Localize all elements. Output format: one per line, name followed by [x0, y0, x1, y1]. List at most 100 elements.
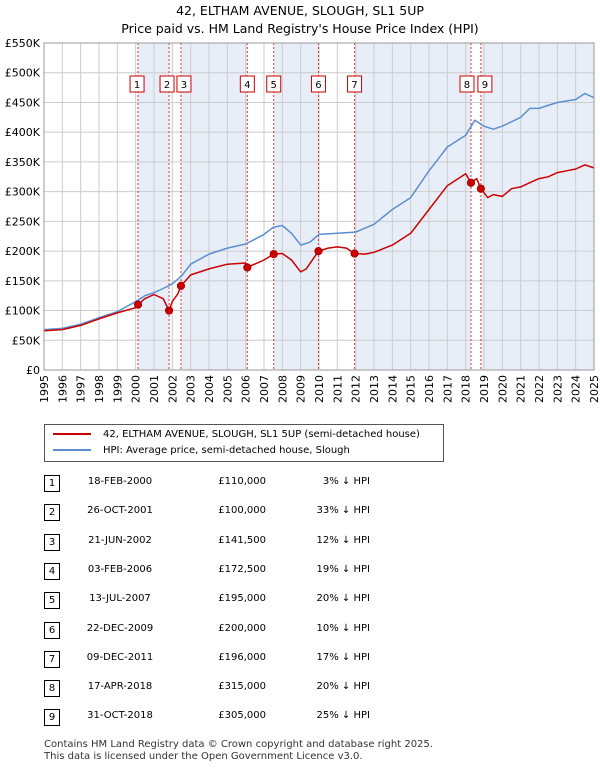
- sale-point: [133, 300, 143, 309]
- legend-item-property: 42, ELTHAM AVENUE, SLOUGH, SL1 5UP (semi…: [53, 428, 420, 442]
- sale-point: [269, 249, 278, 259]
- sale-hpi-diff: 33% ↓ HPI: [316, 505, 370, 517]
- sale-label: 8: [464, 80, 470, 91]
- x-tick-label: 1998: [93, 375, 106, 403]
- sale-date: 13-JUL-2007: [89, 593, 151, 605]
- y-tick-label: £100K: [5, 305, 41, 318]
- legend-label-property: 42, ELTHAM AVENUE, SLOUGH, SL1 5UP (semi…: [103, 429, 420, 440]
- shaded-period: [273, 43, 319, 370]
- sale-label: 6: [315, 80, 321, 91]
- sale-hpi-diff: 20% ↓ HPI: [316, 681, 370, 693]
- chart-subtitle: Price paid vs. HM Land Registry's House …: [121, 21, 479, 36]
- table-row: 3 21-JUN-2002 £141,500 12% ↓ HPI: [0, 529, 600, 558]
- sale-point: [466, 178, 476, 187]
- sale-date: 17-APR-2018: [87, 681, 153, 693]
- sale-number-badge: 6: [44, 621, 60, 639]
- sale-point: [164, 306, 174, 315]
- sale-hpi-diff: 19% ↓ HPI: [316, 563, 370, 575]
- sale-hpi-diff: 20% ↓ HPI: [316, 593, 370, 605]
- x-tick-label: 2019: [478, 375, 491, 403]
- x-tick-label: 2002: [166, 375, 179, 403]
- sale-number-badge: 8: [44, 680, 60, 698]
- y-tick-label: £500K: [5, 67, 41, 80]
- x-tick-label: 2025: [588, 375, 600, 403]
- footer-licence: This data is licensed under the Open Gov…: [44, 751, 363, 762]
- table-row: 5 13-JUL-2007 £195,000 20% ↓ HPI: [0, 587, 600, 616]
- sale-label: 5: [271, 80, 277, 91]
- sale-number-badge: 1: [44, 475, 60, 492]
- x-tick-label: 2006: [240, 375, 253, 403]
- x-tick-label: 2020: [496, 375, 509, 403]
- chart-title: 42, ELTHAM AVENUE, SLOUGH, SL1 5UP: [176, 3, 424, 18]
- x-tick-label: 2007: [258, 375, 271, 403]
- x-tick-label: 1995: [38, 375, 51, 403]
- shaded-period: [180, 43, 248, 370]
- sale-number-badge: 5: [44, 592, 60, 610]
- sale-label: 9: [482, 80, 488, 91]
- x-tick-label: 2015: [405, 375, 418, 403]
- table-row: 9 31-OCT-2018 £305,000 25% ↓ HPI: [0, 704, 600, 733]
- table-row: 7 09-DEC-2011 £196,000 17% ↓ HPI: [0, 646, 600, 675]
- y-tick-label: £200K: [5, 245, 41, 258]
- x-tick-label: 2021: [515, 375, 528, 403]
- x-tick-label: 2008: [276, 375, 289, 403]
- legend-swatch-property: [53, 433, 91, 435]
- y-tick-label: £300K: [5, 186, 41, 199]
- sale-price: £315,000: [218, 681, 266, 693]
- y-tick-label: £350K: [5, 156, 41, 169]
- legend-item-hpi: HPI: Average price, semi-detached house,…: [53, 444, 350, 458]
- shaded-period: [480, 43, 594, 370]
- sale-label-box: [129, 75, 145, 93]
- sale-label-box: [347, 75, 363, 93]
- sale-date: 03-FEB-2006: [87, 563, 153, 575]
- sale-number-badge: 4: [44, 562, 60, 580]
- sale-point: [176, 281, 186, 290]
- x-tick-label: 1996: [56, 375, 69, 403]
- x-tick-label: 2003: [185, 375, 198, 403]
- sale-point: [243, 263, 252, 272]
- sale-price: £100,000: [218, 505, 266, 517]
- sale-date: 26-OCT-2001: [87, 505, 153, 517]
- sale-number-badge: 3: [44, 533, 60, 551]
- sale-label-box: [459, 75, 475, 93]
- x-tick-label: 1999: [111, 375, 124, 403]
- legend-label-hpi: HPI: Average price, semi-detached house,…: [103, 445, 350, 456]
- legend-swatch-hpi: [53, 449, 91, 451]
- y-tick-label: £450K: [5, 96, 41, 109]
- hpi-line: [43, 92, 595, 331]
- x-tick-label: 1997: [75, 375, 88, 403]
- sale-label: 4: [244, 80, 250, 91]
- chart-legend: 42, ELTHAM AVENUE, SLOUGH, SL1 5UP (semi…: [44, 424, 444, 462]
- sale-hpi-diff: 12% ↓ HPI: [316, 534, 370, 546]
- x-tick-label: 2014: [386, 375, 399, 403]
- sale-hpi-diff: 10% ↓ HPI: [316, 622, 370, 634]
- sale-label: 1: [134, 80, 140, 91]
- price-chart: 1 2 3 4 5 6 7 8 9£0£50K£100K£150K£200K£250K£300K…: [5, 37, 600, 403]
- sale-label: 3: [181, 80, 187, 91]
- x-tick-label: 2017: [441, 375, 454, 403]
- x-tick-label: 2012: [350, 375, 363, 403]
- x-tick-label: 2001: [148, 375, 161, 403]
- sale-point: [476, 184, 485, 193]
- x-tick-label: 2016: [423, 375, 436, 403]
- sale-price: £172,500: [218, 563, 266, 575]
- y-tick-label: £0: [26, 364, 40, 377]
- sale-number-badge: 2: [44, 504, 60, 522]
- footer: Contains HM Land Registry data © Crown c…: [44, 739, 433, 763]
- sale-label-box: [176, 75, 192, 93]
- x-tick-label: 2000: [130, 375, 143, 403]
- x-tick-label: 2024: [570, 375, 583, 403]
- sale-point: [314, 246, 323, 256]
- sale-date: 22-DEC-2009: [86, 622, 154, 634]
- sale-price: £195,000: [218, 593, 266, 605]
- y-tick-label: £150K: [5, 275, 41, 288]
- sale-label-box: [266, 75, 282, 93]
- sale-price: £110,000: [218, 476, 266, 487]
- x-tick-label: 2011: [331, 375, 344, 403]
- x-tick-label: 2005: [221, 375, 234, 403]
- footer-copyright: Contains HM Land Registry data © Crown c…: [44, 739, 433, 750]
- y-tick-label: £550K: [5, 37, 41, 50]
- x-tick-label: 2009: [295, 375, 308, 403]
- shaded-period: [354, 43, 471, 370]
- sale-hpi-diff: 25% ↓ HPI: [316, 710, 370, 722]
